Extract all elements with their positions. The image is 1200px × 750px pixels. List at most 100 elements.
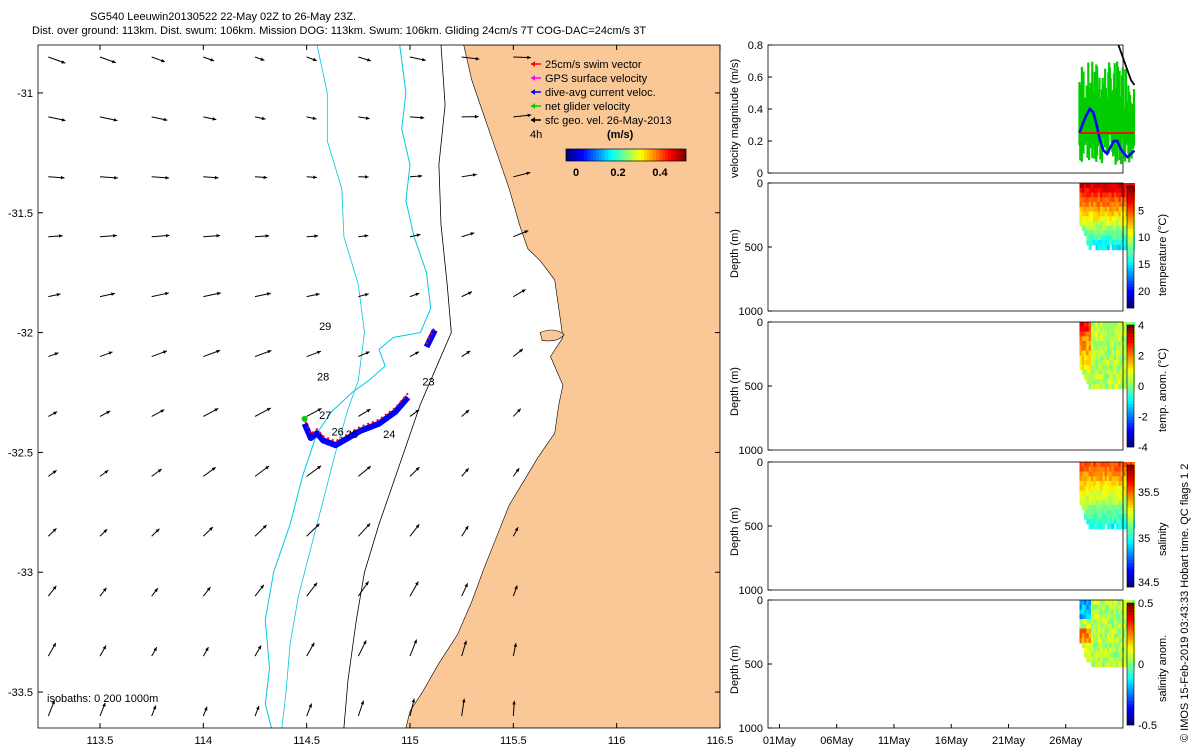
salinity-cbar-label: salinity	[1157, 522, 1169, 556]
velocity-arrowhead	[316, 350, 321, 355]
temperature-cell	[1111, 240, 1115, 246]
salinity-anomaly-cbar-cell	[1127, 636, 1134, 640]
time-note: 4h	[530, 129, 542, 141]
salinity-anomaly-cell	[1104, 647, 1108, 653]
map-colorbar-cell	[647, 149, 651, 161]
salinity-cell	[1111, 514, 1115, 520]
temperature-cell	[1097, 235, 1101, 241]
glider-track-swim-north	[425, 326, 436, 345]
salinity-anomaly-cell	[1090, 633, 1094, 639]
salinity-anomaly-cell	[1102, 600, 1106, 606]
salinity-anomaly-cell	[1113, 614, 1117, 620]
salinity-anomaly-cell	[1081, 642, 1085, 649]
velocity-arrowhead	[106, 410, 111, 415]
temperature-cbar-cell	[1127, 283, 1134, 287]
temperature-cell	[1118, 216, 1122, 222]
temperature-cell	[1100, 202, 1103, 208]
temp-anomaly-cbar-cell	[1127, 358, 1134, 362]
salinity-anomaly-cell	[1120, 633, 1124, 639]
temp-anomaly-cell	[1102, 374, 1106, 380]
anom-depth-label: Depth (m)	[729, 367, 741, 416]
salinity-anomaly-cell	[1113, 619, 1117, 625]
temperature-ytick-label: 0	[757, 178, 763, 190]
temperature-cell	[1102, 192, 1106, 198]
temperature-cell	[1109, 192, 1113, 198]
salinity-cell	[1095, 490, 1099, 496]
temp-anomaly-cell	[1090, 364, 1094, 371]
velocity-arrowhead	[102, 645, 107, 650]
time-xtick-label: 26May	[1049, 735, 1083, 747]
temperature-cell	[1102, 221, 1106, 227]
salinity-cell	[1084, 481, 1087, 487]
temperature-cell	[1118, 202, 1122, 208]
temp-anomaly-cell	[1102, 345, 1106, 352]
salinity-anomaly-cell	[1093, 619, 1097, 625]
temperature-cell	[1104, 225, 1108, 232]
temp-anomaly-cell	[1120, 379, 1124, 385]
temperature-cell	[1090, 221, 1094, 227]
salinity-cell	[1102, 509, 1106, 515]
temperature-cell	[1104, 244, 1108, 251]
temp-anomaly-cell	[1095, 322, 1099, 328]
salinity-cell	[1097, 476, 1101, 482]
salinity-anomaly-cell	[1125, 600, 1129, 606]
salinity-anomaly-cell	[1104, 614, 1108, 620]
temp-anomaly-cell	[1100, 331, 1103, 337]
salinity-anomaly-cell	[1118, 657, 1122, 663]
salinity-cell	[1111, 481, 1115, 487]
salinity-anomaly-cell	[1120, 600, 1124, 606]
velocity-arrowhead	[517, 408, 521, 413]
salinity-cbar-cell	[1127, 565, 1134, 569]
salinity-cbar-cell	[1127, 504, 1134, 508]
temp-anomaly-cell	[1084, 336, 1087, 342]
velocity-arrowhead	[415, 524, 420, 529]
salinity-cbar-cell	[1127, 495, 1134, 499]
temp-anomaly-cell	[1079, 355, 1083, 361]
salinity-cell	[1079, 495, 1083, 501]
salinity-anomaly-cell	[1116, 638, 1120, 644]
salinity-cell	[1106, 523, 1110, 530]
temperature-cell	[1102, 225, 1106, 232]
temperature-cell	[1113, 206, 1117, 213]
salinity-anomaly-cbar-cell	[1127, 630, 1134, 634]
temperature-cbar-cell	[1127, 301, 1134, 306]
salinity-anomaly-cell	[1093, 652, 1097, 658]
salinity-anomaly-cell	[1093, 633, 1097, 639]
salinity-anomaly-cell	[1084, 647, 1087, 653]
temp-anomaly-cbar-cell	[1127, 355, 1134, 359]
temp-anomaly-cbar-cell	[1127, 349, 1134, 353]
temp-anomaly-cell	[1111, 336, 1115, 342]
salinity-cell	[1123, 462, 1126, 468]
salinity-cell	[1079, 490, 1083, 496]
velocity-arrowhead	[360, 700, 365, 705]
salinity-cell	[1118, 476, 1122, 482]
temperature-cell	[1100, 230, 1103, 236]
temperature-cell	[1123, 206, 1126, 213]
salinity-cell	[1090, 500, 1094, 506]
salinity-cbar-cell	[1127, 583, 1134, 588]
salinity-cell	[1081, 495, 1085, 501]
salinity-cell	[1106, 471, 1110, 477]
track-day-label: 27	[319, 410, 331, 422]
temp-anomaly-cell	[1095, 336, 1099, 342]
salinity-cell	[1106, 504, 1110, 511]
map-xtick-label: 113.5	[87, 735, 114, 747]
velocity-arrowhead	[365, 581, 369, 586]
salinity-anomaly-cell	[1079, 609, 1083, 615]
velocity-arrowhead	[527, 113, 532, 118]
temp-anomaly-cell	[1086, 336, 1090, 342]
temp-anomaly-cbar-cell	[1127, 440, 1134, 445]
temp-anomaly-cell	[1079, 345, 1083, 352]
salinity-cell	[1111, 471, 1115, 477]
salinity-anomaly-cell	[1102, 614, 1106, 620]
salinity-cell	[1109, 500, 1113, 506]
temp-anomaly-cell	[1104, 331, 1108, 337]
temperature-cell	[1084, 206, 1087, 213]
temperature-cell	[1086, 221, 1090, 227]
time-xtick-label: 11May	[878, 735, 911, 747]
temperature-cbar-cell	[1127, 271, 1134, 275]
salinity-anomaly-cell	[1095, 642, 1099, 649]
temperature-cell	[1120, 192, 1124, 198]
salinity-anomaly-cbar-cell	[1127, 709, 1134, 714]
salinity-anomaly-cell	[1093, 614, 1097, 620]
